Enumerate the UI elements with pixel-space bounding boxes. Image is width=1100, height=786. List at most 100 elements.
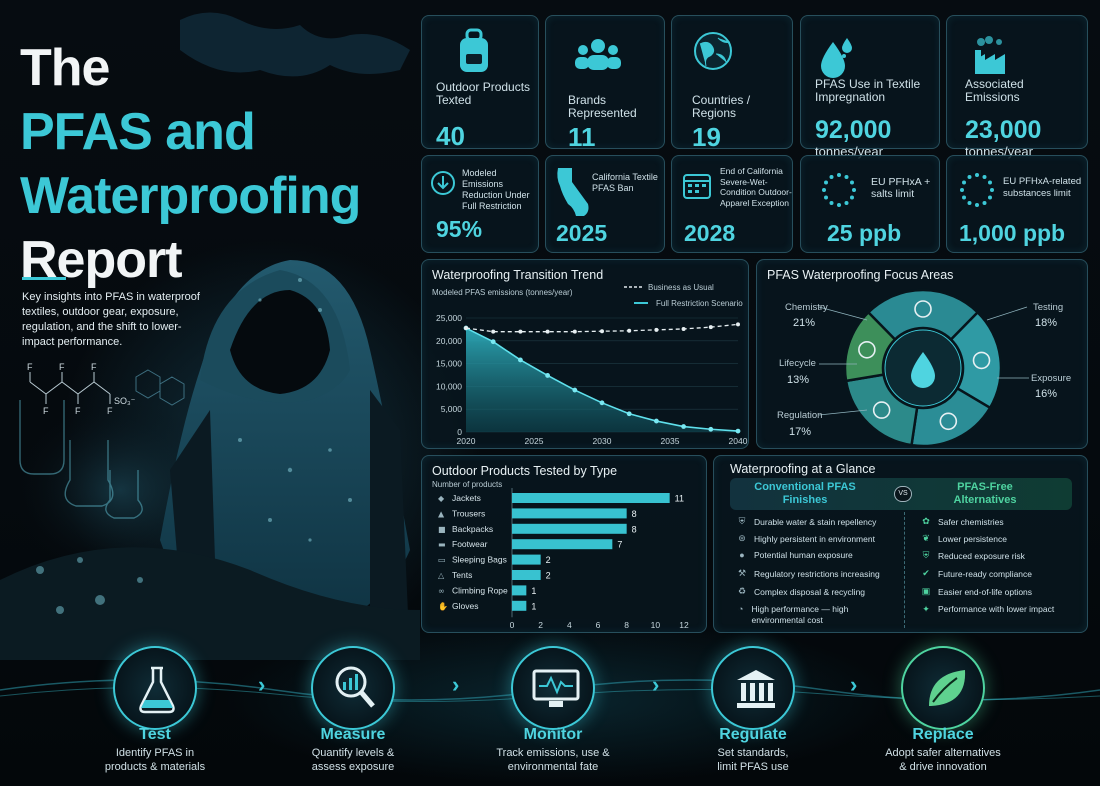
title-divider	[22, 277, 66, 280]
bar-category-label: Tents	[452, 570, 472, 580]
sprout-icon: ✿	[922, 516, 930, 526]
stat-card-exception-end: End of California Severe-Wet-Condition O…	[671, 155, 793, 253]
trend-full-point	[518, 357, 523, 363]
trend-x-tick: 2040	[729, 436, 748, 446]
bar-value-label: 1	[531, 586, 536, 596]
trend-title: Waterproofing Transition Trend	[432, 268, 604, 282]
bar-x-tick: 12	[679, 620, 689, 630]
step-test: Test Identify PFAS in products & materia…	[80, 726, 230, 774]
step-regulate: Regulate Set standards, limit PFAS use	[678, 726, 828, 774]
bar-category-label: Trousers	[452, 508, 485, 518]
trend-full-point	[572, 387, 578, 393]
stat-label-eu-related: EU PFHxA-related substances limit	[1003, 176, 1082, 199]
recycle-icon: ♻	[737, 586, 747, 596]
trend-bau-point	[491, 329, 496, 334]
flow-arrow-icon: ›	[850, 672, 858, 697]
step-measure-circle[interactable]	[311, 646, 395, 730]
trend-full-area	[466, 328, 738, 432]
category-icon: ◆	[438, 494, 445, 503]
globe-icon	[694, 32, 732, 70]
courthouse-icon	[737, 670, 775, 708]
products-panel: Outdoor Products Tested by Type Number o…	[421, 455, 707, 633]
step-regulate-desc: Set standards, limit PFAS use	[717, 747, 789, 773]
chem-f-2: F	[43, 406, 49, 416]
trend-bau-point	[627, 328, 632, 333]
category-icon: ▭	[438, 556, 446, 565]
trend-full-point	[654, 418, 659, 424]
stat-value-eu-related: 1,000 ppb	[959, 220, 1066, 246]
bar	[512, 600, 527, 611]
shield-check-icon: ⛨	[922, 550, 930, 560]
bar-x-tick: 2	[538, 620, 543, 630]
step-replace: Replace Adopt safer alternatives & drive…	[868, 726, 1018, 774]
stat-value-eu-pfhxa: 25 ppb	[827, 220, 902, 246]
glance-left-item: ◔ High performance — high environmental c…	[736, 604, 886, 626]
trend-legend-full-line	[634, 302, 648, 304]
step-monitor-circle[interactable]	[511, 646, 595, 730]
products-bar-chart: 0 2 4 6 8 10 12◆ Jackets 11▲ Trousers 8■ Backpacks 8…	[438, 488, 689, 630]
bar-x-tick: 6	[596, 620, 601, 630]
trend-full-point	[708, 426, 714, 432]
focus-panel: PFAS Waterproofing Focus Areas Chemistry…	[756, 259, 1088, 449]
glance-right-item: ▣ Easier end-of-life options	[921, 586, 1033, 597]
stat-label-pfas-use: PFAS Use in Textile Impregnation	[815, 77, 921, 104]
focus-label-lifecycle: Lifecycle	[779, 358, 816, 369]
droplets-icon	[821, 38, 852, 78]
bar-value-label: 8	[632, 524, 637, 534]
person-icon: ●	[739, 550, 745, 560]
stat-value-emissions: 23,000	[965, 116, 1042, 144]
bar-category-label: Footwear	[452, 539, 488, 549]
bar-x-tick: 8	[624, 620, 629, 630]
step-regulate-circle[interactable]	[711, 646, 795, 730]
trend-x-tick: 2035	[661, 436, 680, 446]
step-replace-circle[interactable]	[901, 646, 985, 730]
check-circle-icon: ✔	[922, 568, 930, 578]
stat-card-brands: Brands Represented 11	[545, 15, 665, 152]
bar	[512, 508, 627, 519]
trend-y-tick: 15,000	[436, 359, 462, 369]
trend-bau-point	[708, 325, 713, 330]
gauge-icon: ◔	[738, 604, 744, 614]
trend-subtitle: Modeled PFAS emissions (tonnes/year)	[432, 288, 573, 297]
glance-panel: Waterproofing at a Glance Conventional P…	[713, 455, 1088, 633]
step-test-circle[interactable]	[113, 646, 197, 730]
focus-slice-lifecycle	[843, 310, 897, 383]
monitor-icon	[532, 669, 580, 707]
chem-f-1: F	[27, 362, 33, 372]
step-replace-desc: Adopt safer alternatives & drive innovat…	[885, 747, 1001, 773]
focus-slice-icon	[972, 351, 991, 370]
category-icon: ■	[438, 525, 446, 534]
focus-pct-exposure: 16%	[1035, 388, 1058, 400]
bar	[512, 493, 670, 503]
trend-y-tick: 0	[457, 427, 462, 437]
focus-leader-line	[818, 306, 868, 321]
trend-legend-full: Full Restriction Scenario	[656, 299, 743, 308]
category-icon: ▬	[438, 540, 446, 549]
shield-icon: ⛨	[738, 516, 746, 526]
trend-bau-point	[545, 329, 550, 334]
bar-value-label: 7	[617, 540, 622, 550]
glance-left-item: ⚒ Regulatory restrictions increasing	[737, 568, 880, 579]
bar-value-label: 8	[632, 509, 637, 519]
stat-label-brands: Brands Represented	[568, 93, 637, 120]
stat-label-emissions: Associated Emissions	[965, 77, 1024, 104]
people-icon	[575, 39, 621, 70]
trend-y-tick: 20,000	[436, 336, 462, 346]
trend-x-tick: 2025	[525, 436, 544, 446]
stat-label-exception-end: End of California Severe-Wet-Condition O…	[720, 166, 792, 208]
bar-category-label: Backpacks	[452, 524, 493, 534]
bar	[512, 523, 627, 534]
trend-bau-point	[654, 327, 659, 332]
focus-label-regulation: Regulation	[777, 410, 823, 421]
bar-x-tick: 4	[567, 620, 572, 630]
title-line-the: The	[20, 39, 110, 97]
stat-card-california-ban: California Textile PFAS Ban 2025	[545, 155, 665, 253]
category-icon: ∞	[438, 586, 445, 595]
category-icon: △	[438, 571, 445, 580]
bar-value-label: 2	[546, 555, 551, 565]
glance-title: Waterproofing at a Glance	[730, 462, 876, 476]
stat-label-products: Outdoor Products Texted	[436, 80, 531, 107]
bar	[512, 539, 613, 550]
focus-pct-chemistry: 21%	[793, 317, 816, 329]
glance-left-item: ⊛ Highly persistent in environment	[736, 533, 875, 544]
